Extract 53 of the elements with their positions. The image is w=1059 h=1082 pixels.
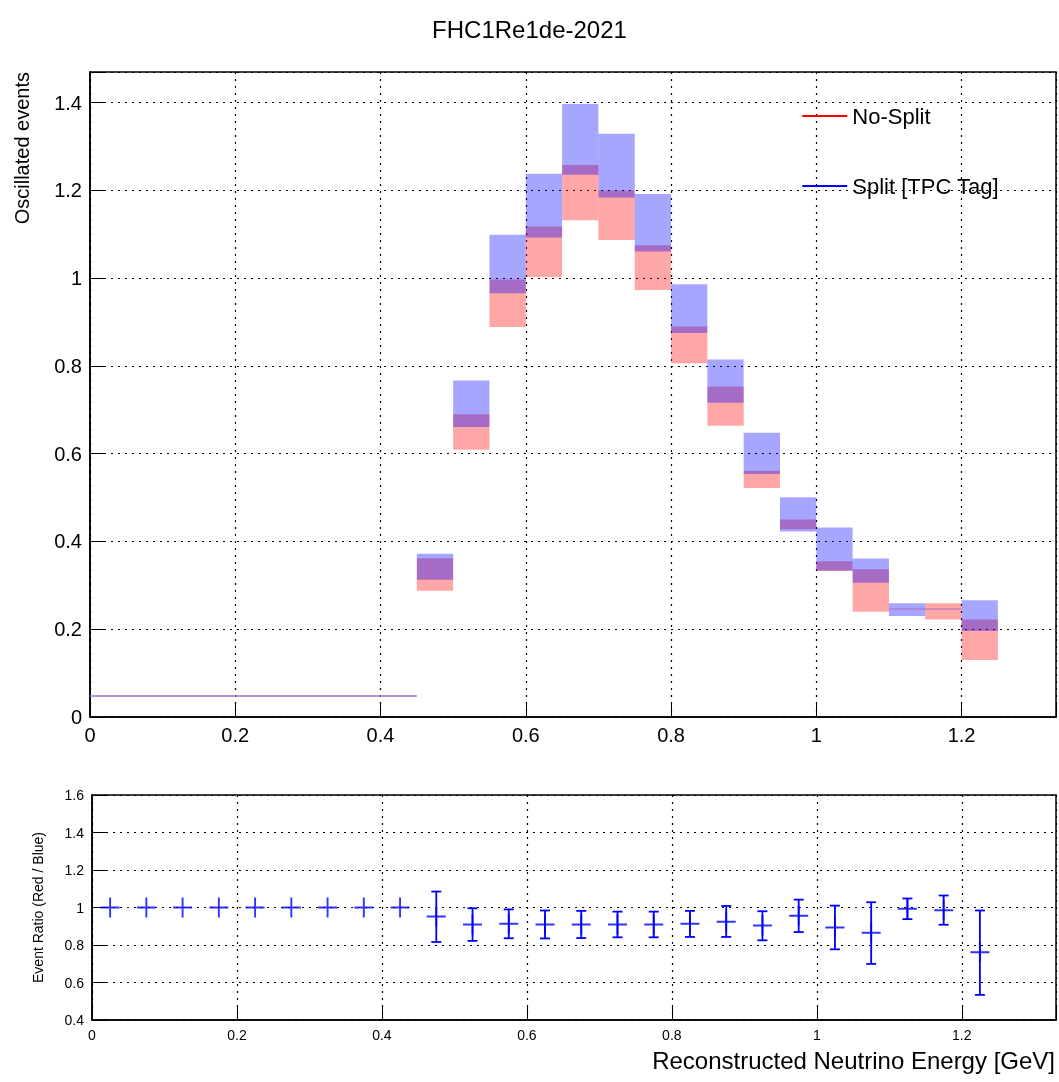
- y-tick-label: 1: [70, 267, 82, 290]
- point: [426, 906, 446, 927]
- x-tick-label: 0.4: [366, 724, 395, 746]
- y-tick-label: 0.4: [54, 530, 82, 553]
- point: [571, 914, 591, 935]
- point: [970, 942, 990, 963]
- x-tick-label: 0.2: [227, 1027, 247, 1043]
- x-tick-label: 0.4: [372, 1027, 392, 1043]
- point: [245, 897, 265, 918]
- legend-label: Split [TPC Tag]: [852, 173, 999, 199]
- point: [318, 897, 338, 918]
- x-tick-label: 1: [812, 1027, 821, 1043]
- point: [499, 913, 519, 934]
- x-tick-label: 1.2: [947, 724, 976, 746]
- point: [209, 897, 229, 918]
- y-tick-label: 0: [70, 706, 82, 728]
- y-tick-label: 0.4: [64, 1012, 85, 1028]
- x-tick-label: 0.6: [517, 1027, 537, 1043]
- point: [354, 897, 374, 918]
- y-tick-label: 1.2: [54, 179, 82, 202]
- point: [716, 911, 736, 932]
- legend-label: No-Split: [852, 103, 931, 129]
- y-tick-label: 1.4: [64, 824, 85, 841]
- y-axis-title: Event Ratio (Red / Blue): [30, 832, 46, 983]
- point: [173, 897, 193, 918]
- y-tick-label: 0.8: [64, 937, 85, 953]
- point: [136, 897, 156, 918]
- x-tick-label: 1: [810, 724, 822, 746]
- point: [100, 897, 120, 918]
- point: [789, 905, 809, 926]
- point: [861, 922, 881, 943]
- point: [825, 917, 845, 938]
- y-tick-label: 1.2: [64, 862, 85, 878]
- y-tick-label: 0.6: [54, 442, 82, 465]
- x-tick-label: 0.6: [511, 724, 540, 746]
- y-tick-label: 1: [76, 899, 85, 916]
- y-tick-label: 0.2: [54, 618, 82, 641]
- point: [535, 914, 555, 935]
- x-tick-label: 1.2: [952, 1027, 972, 1043]
- point: [390, 897, 410, 918]
- x-axis-title: Reconstructed Neutrino Energy [GeV]: [652, 1046, 1055, 1074]
- chart-title: FHC1Re1de-2021: [432, 15, 627, 43]
- x-tick-label: 0.8: [662, 1027, 682, 1043]
- x-tick-label: 0.2: [221, 724, 250, 746]
- y-axis-title: Oscillated events: [11, 72, 33, 225]
- y-tick-label: 1.6: [64, 787, 85, 803]
- y-tick-label: 0.6: [64, 974, 85, 991]
- x-tick-label: 0.8: [657, 724, 685, 746]
- x-tick-label: 0: [88, 1027, 97, 1043]
- y-tick-label: 1.4: [54, 91, 82, 114]
- y-tick-label: 0.8: [54, 354, 82, 377]
- point: [934, 900, 954, 921]
- point: [281, 897, 301, 918]
